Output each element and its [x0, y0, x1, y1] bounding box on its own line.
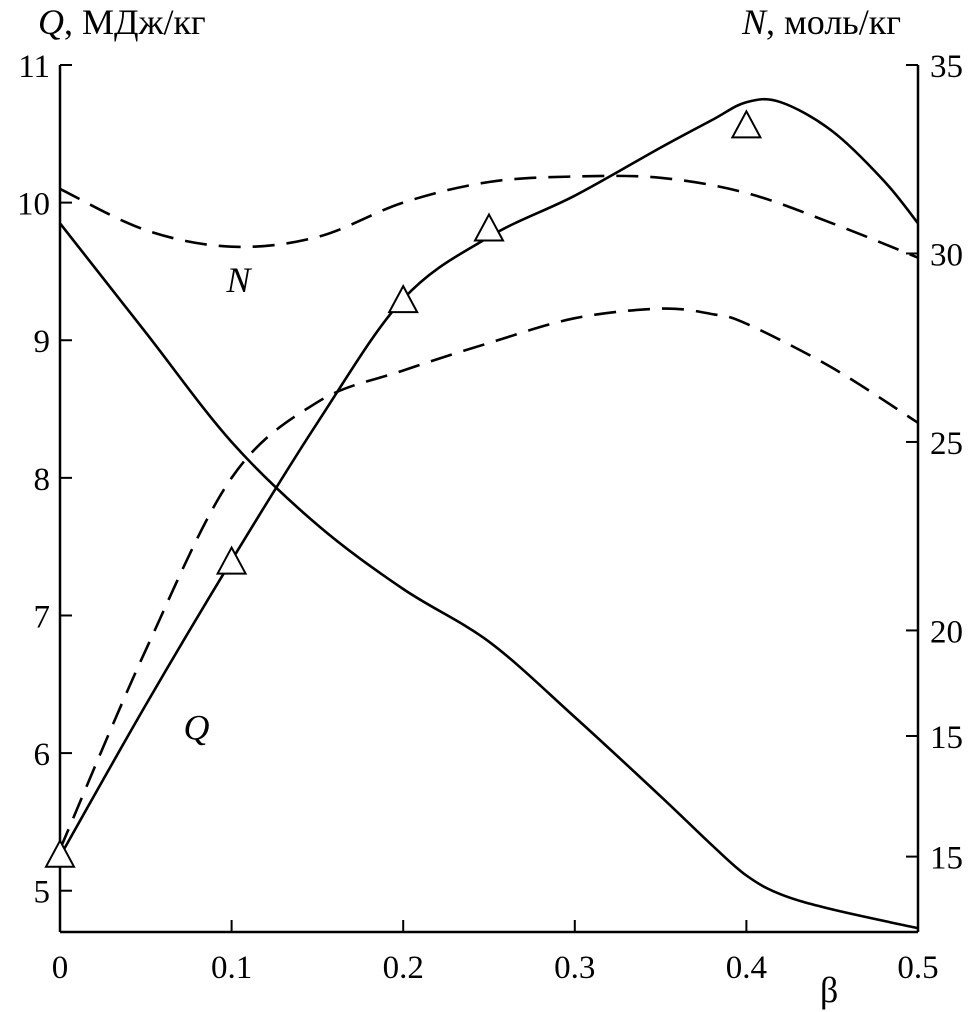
data-point-triangle: [44, 838, 76, 868]
left-axis-title-unit: , МДж/кг: [64, 2, 206, 42]
left-axis-title-symbol: Q: [38, 2, 64, 42]
right-y-ticks: 15 15 20 25 30 35: [906, 49, 963, 877]
marker-layer: [44, 109, 763, 868]
left-y-tick-label: 10: [17, 187, 50, 223]
data-point-triangle: [730, 109, 763, 139]
series-q-solid: [58, 97, 920, 857]
right-axis-title-unit: , моль/кг: [766, 2, 901, 42]
series-dashed-3: [59, 174, 919, 259]
x-axis-title: β: [820, 970, 838, 1010]
left-y-tick-label: 6: [34, 737, 51, 773]
right-y-tick-label: 15: [930, 720, 963, 756]
right-axis-title-symbol: N: [741, 2, 768, 42]
right-y-tick-label: 20: [930, 614, 963, 650]
right-y-tick-label: 15: [930, 841, 963, 877]
right-y-tick-label: 25: [930, 426, 963, 462]
series-n-solid: [58, 222, 919, 930]
x-ticks: 0 0.1 0.2 0.3 0.4 0.5: [52, 920, 939, 986]
left-y-ticks: 5 6 7 8 9 10 11: [17, 49, 72, 911]
curve-label-n: N: [225, 260, 252, 300]
x-tick-label: 0.1: [211, 950, 252, 986]
annotation-layer: NQ: [184, 260, 253, 747]
data-point-triangle: [473, 212, 505, 242]
x-tick-label: 0.5: [897, 950, 938, 986]
left-y-tick-label: 11: [18, 49, 50, 85]
axes: [58, 65, 920, 934]
left-axis-title: Q, МДж/кг: [38, 2, 206, 42]
data-point-triangle: [387, 283, 419, 314]
right-axis-title: N, моль/кг: [741, 2, 901, 42]
left-y-tick-label: 9: [34, 324, 51, 360]
left-y-tick-label: 5: [34, 875, 51, 911]
right-y-tick-label: 35: [930, 49, 963, 85]
x-tick-label: 0: [52, 950, 69, 986]
x-tick-label: 0.3: [554, 950, 595, 986]
right-y-tick-label: 30: [930, 237, 963, 273]
series-layer: [58, 97, 920, 930]
x-tick-label: 0.2: [383, 950, 424, 986]
data-point-triangle: [215, 545, 248, 575]
left-y-tick-label: 7: [34, 599, 51, 635]
curve-label-q: Q: [184, 707, 210, 747]
series-dashed-2: [58, 307, 919, 850]
x-tick-label: 0.4: [726, 950, 767, 986]
left-y-tick-label: 8: [34, 462, 51, 498]
